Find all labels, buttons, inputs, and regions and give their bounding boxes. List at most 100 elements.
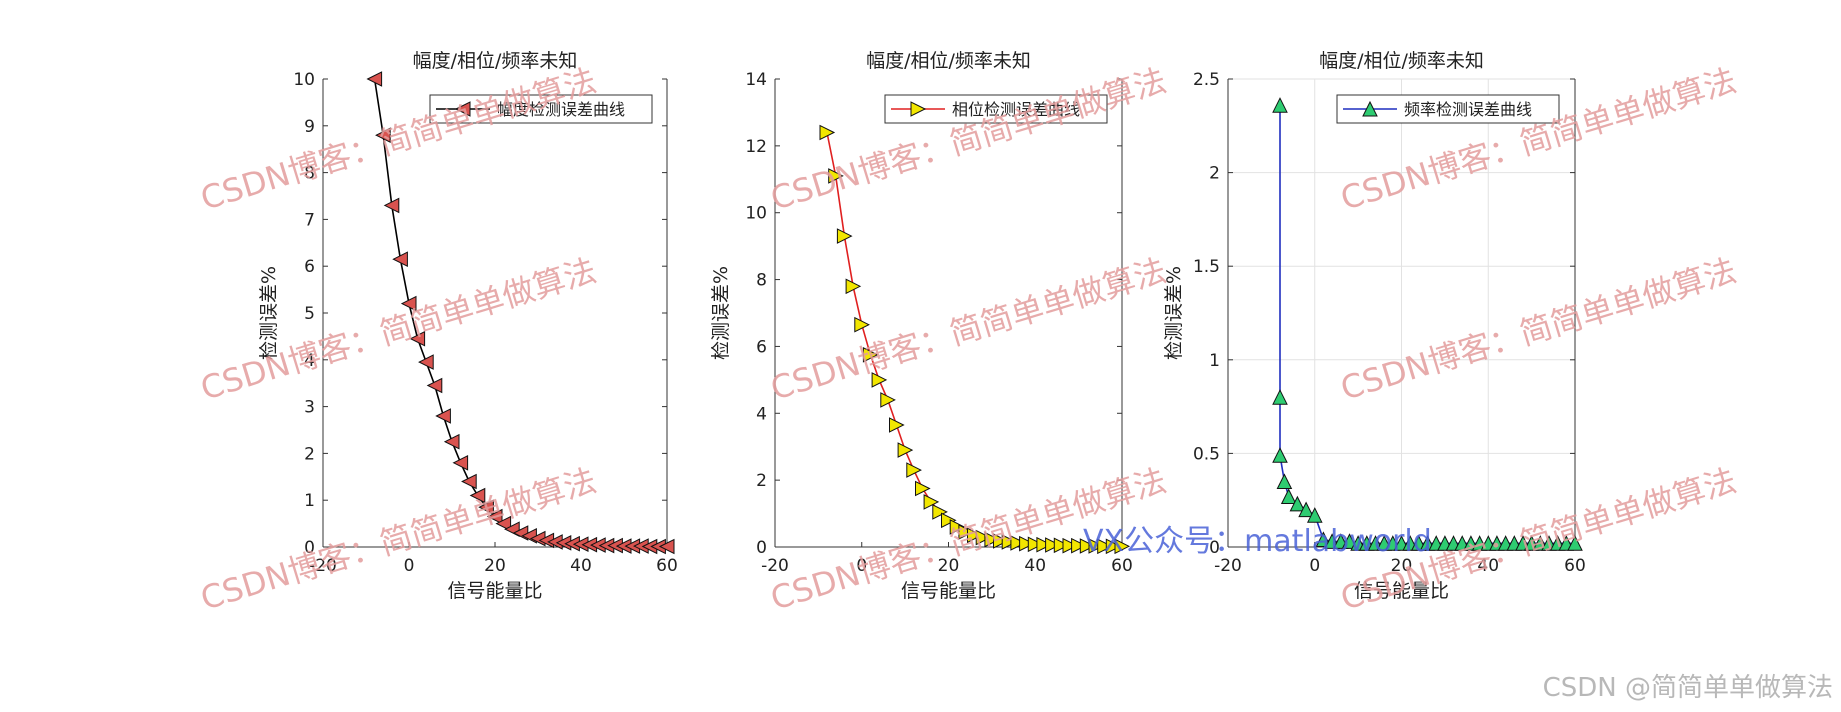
data-point: [1272, 447, 1288, 463]
x-tick-label: 0: [856, 556, 867, 576]
data-point: [1105, 538, 1122, 555]
legend-label: 幅度检测误差曲线: [497, 100, 625, 119]
data-point: [409, 330, 426, 347]
data-point: [366, 71, 383, 87]
data-point: [1567, 535, 1583, 551]
data-point: [880, 392, 896, 408]
data-point: [1272, 97, 1288, 113]
x-tick-label: 20: [1391, 556, 1413, 576]
x-tick-label: -20: [309, 556, 337, 576]
data-point: [897, 442, 914, 458]
data-point: [1001, 534, 1018, 550]
data-point: [1276, 473, 1293, 489]
data-point: [923, 494, 940, 510]
data-point: [478, 499, 494, 516]
data-point: [1036, 536, 1053, 553]
chart-title: 幅度/相位/频率未知: [1319, 50, 1484, 72]
y-tick-label: 3: [304, 398, 315, 418]
y-tick-label: 8: [756, 271, 767, 291]
x-axis-label: 信号能量比: [447, 580, 542, 602]
x-tick-label: -20: [761, 556, 789, 576]
data-point: [1010, 535, 1027, 551]
data-point: [469, 487, 486, 504]
data-point: [1114, 538, 1131, 555]
data-point: [418, 354, 434, 370]
data-point: [993, 533, 1009, 549]
data-point: [1053, 537, 1070, 554]
data-point: [400, 295, 417, 312]
legend-marker: [454, 101, 471, 117]
y-tick-label: 0: [304, 538, 315, 558]
x-axis-label: 信号能量比: [1354, 580, 1449, 602]
data-point: [1027, 536, 1044, 553]
y-tick-label: 2.5: [1193, 70, 1220, 90]
data-point: [828, 168, 844, 184]
x-axis-label: 信号能量比: [901, 580, 996, 602]
y-tick-label: 8: [304, 164, 315, 184]
y-axis-label: 检测误差%: [1163, 266, 1185, 360]
data-point: [383, 197, 400, 214]
y-tick-label: 7: [304, 210, 315, 230]
y-tick-label: 12: [745, 137, 767, 157]
watermark-text: CSDN博客：简简单单做算法: [766, 251, 1170, 408]
y-tick-label: 4: [756, 404, 767, 424]
legend-label: 相位检测误差曲线: [952, 100, 1080, 119]
data-point: [1298, 501, 1314, 518]
chart-title: 幅度/相位/频率未知: [866, 50, 1031, 72]
data-point: [819, 124, 836, 141]
y-axis-label: 检测误差%: [710, 266, 732, 360]
y-tick-label: 1.5: [1193, 257, 1220, 277]
data-point: [1088, 538, 1105, 554]
data-point: [1289, 495, 1306, 512]
x-tick-label: 20: [484, 556, 506, 576]
data-point: [486, 508, 503, 525]
y-tick-label: 2: [756, 471, 767, 491]
data-point: [435, 408, 451, 424]
x-tick-label: 40: [1477, 556, 1499, 576]
data-point: [967, 527, 983, 544]
data-point: [836, 228, 853, 244]
y-tick-label: 2: [304, 444, 315, 464]
chart-title: 幅度/相位/频率未知: [413, 50, 578, 72]
y-tick-label: 9: [304, 117, 315, 137]
data-point: [495, 515, 512, 532]
watermark-text: CSDN博客：简简单单做算法: [196, 251, 600, 408]
y-tick-label: 10: [293, 70, 315, 90]
data-point: [889, 417, 905, 433]
data-point: [871, 372, 888, 388]
data-point: [958, 524, 975, 540]
x-tick-label: 60: [656, 556, 678, 576]
y-axis-label: 检测误差%: [258, 266, 280, 360]
data-point: [975, 529, 992, 546]
legend-label: 频率检测误差曲线: [1404, 100, 1532, 119]
y-tick-label: 1: [304, 491, 315, 511]
vx-watermark: VX公众号：matlabworld: [1083, 524, 1432, 559]
data-point: [845, 278, 862, 295]
y-tick-label: 14: [745, 70, 767, 90]
legend-marker: [910, 101, 927, 117]
data-point: [392, 251, 408, 268]
data-point: [1280, 488, 1297, 504]
data-point: [1071, 537, 1087, 554]
data-point: [375, 127, 391, 144]
data-point: [906, 462, 922, 478]
data-point: [1315, 531, 1332, 547]
watermark-text: CSDN博客：简简单单做算法: [196, 61, 600, 218]
y-tick-label: 6: [756, 337, 767, 357]
data-point: [443, 433, 460, 450]
data-point: [1019, 535, 1035, 552]
data-point: [1045, 537, 1061, 553]
y-tick-label: 10: [745, 204, 767, 224]
legend-marker: [1362, 100, 1378, 117]
data-point: [984, 531, 1001, 548]
x-tick-label: 60: [1111, 556, 1133, 576]
data-point: [862, 346, 879, 363]
x-tick-label: 40: [1024, 556, 1046, 576]
watermark-text: CSDN博客：简简单单做算法: [1336, 61, 1740, 218]
y-tick-label: 0: [1209, 538, 1220, 558]
data-point: [1079, 538, 1096, 554]
data-point: [949, 519, 966, 535]
